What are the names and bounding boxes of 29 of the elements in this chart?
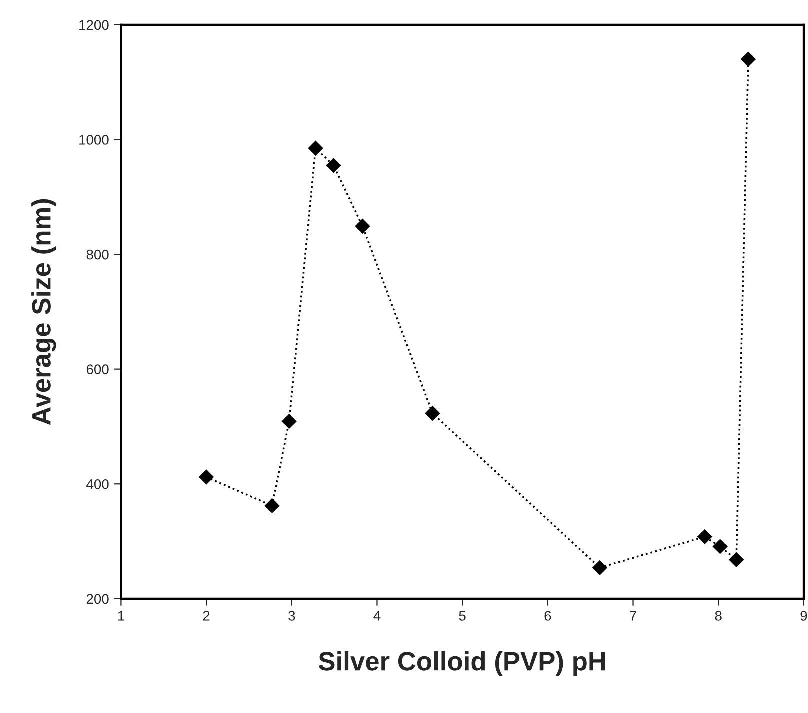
x-tick-label: 9 <box>800 611 808 621</box>
y-tick-label: 1200 <box>80 20 109 30</box>
x-tick-label: 3 <box>288 611 296 621</box>
point <box>308 140 324 156</box>
point <box>282 414 297 429</box>
point <box>355 219 370 234</box>
point <box>264 498 280 514</box>
point <box>326 158 342 173</box>
x-tick-label: 7 <box>630 611 636 621</box>
x-tick-label: 8 <box>715 611 722 621</box>
x-tick-label: 1 <box>118 611 124 621</box>
point <box>729 552 744 568</box>
x-tick-label: 4 <box>374 611 381 621</box>
x-tick-label: 6 <box>544 611 552 621</box>
point <box>592 560 608 576</box>
y-tick-label: 200 <box>86 594 109 604</box>
point <box>712 539 728 554</box>
y-tick-label: 400 <box>86 479 109 490</box>
x-tick-label: 2 <box>203 611 210 621</box>
point <box>741 52 756 67</box>
y-tick-label: 1000 <box>80 135 109 145</box>
y-tick-label: 600 <box>86 364 109 375</box>
x-axis-title: Silver Colloid (PVP) pH <box>318 651 606 676</box>
point <box>698 530 712 544</box>
y-axis-title: Average Size (nm) <box>32 199 56 426</box>
y-tick-label: 800 <box>86 250 109 260</box>
x-tick-label: 5 <box>459 611 466 621</box>
point <box>425 406 440 421</box>
point <box>199 470 214 485</box>
